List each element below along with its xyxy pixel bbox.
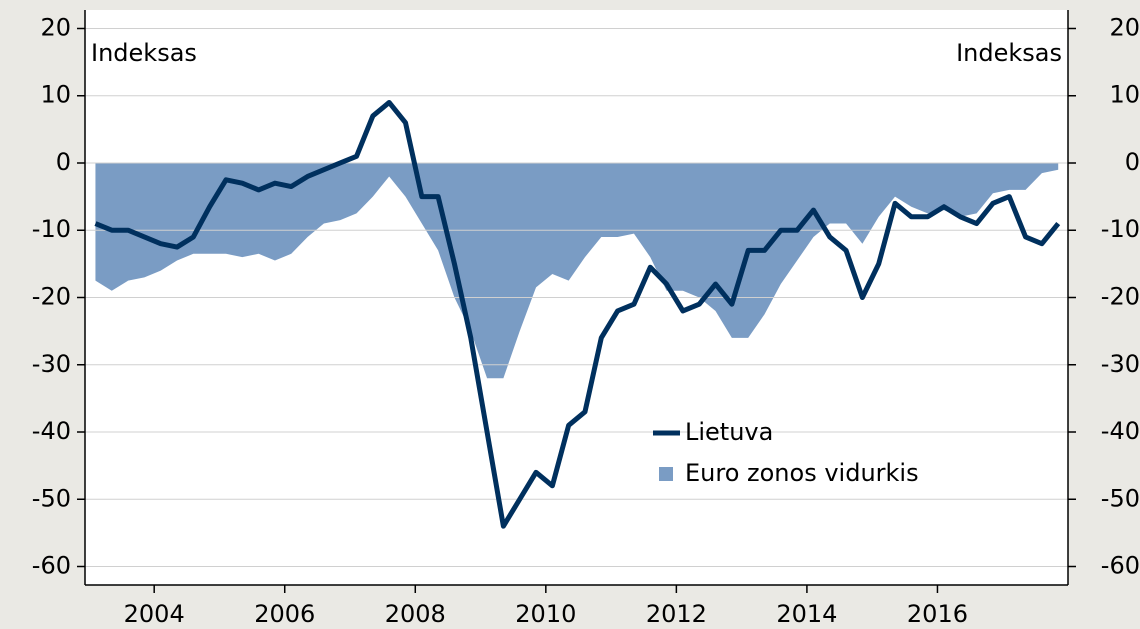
y2-tick-label: -10	[1101, 215, 1140, 243]
series-line	[94, 99, 1061, 529]
y2-tick-label: -20	[1101, 283, 1140, 311]
y-tick-label: 20	[40, 13, 71, 41]
grid-layer	[85, 27, 1068, 568]
y-tick-label: -40	[32, 417, 71, 445]
line-layer	[94, 99, 1061, 529]
y2-tick-label: 0	[1125, 148, 1140, 176]
x-tick-label: 2010	[515, 600, 576, 628]
y2-tick-label: -50	[1101, 484, 1140, 512]
annotation: Indeksas	[91, 39, 197, 67]
x-tick-label: 2012	[646, 600, 707, 628]
y-tick-label: -60	[32, 552, 71, 580]
legend-swatch	[659, 467, 673, 481]
y2-tick-label: -60	[1101, 552, 1140, 580]
x-tick-label: 2006	[254, 600, 315, 628]
x-tick-label: 2008	[385, 600, 446, 628]
legend-label: Lietuva	[685, 418, 773, 446]
annotation: Indeksas	[956, 39, 1062, 67]
x-tick-label: 2004	[124, 600, 185, 628]
y-tick-label: 0	[56, 148, 71, 176]
y-tick-label: -50	[32, 484, 71, 512]
x-tick-label: 2016	[907, 600, 968, 628]
y-tick-label: 10	[40, 81, 71, 109]
legend-label: Euro zonos vidurkis	[685, 459, 919, 487]
x-tick-label: 2014	[776, 600, 837, 628]
y-tick-label: -20	[32, 283, 71, 311]
y2-tick-label: 10	[1109, 81, 1140, 109]
y-tick-label: -30	[32, 350, 71, 378]
y2-tick-label: -30	[1101, 350, 1140, 378]
y2-tick-label: 20	[1109, 13, 1140, 41]
y-tick-label: -10	[32, 215, 71, 243]
y2-tick-label: -40	[1101, 417, 1140, 445]
